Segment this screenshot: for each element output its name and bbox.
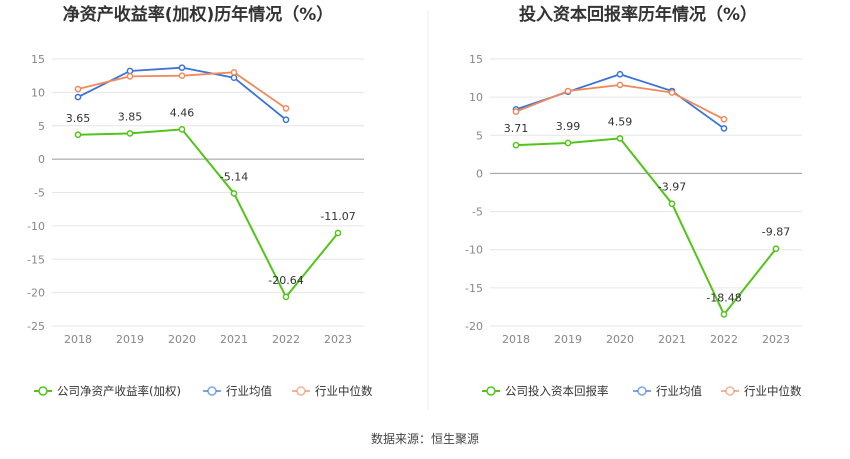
data-label: 3.99 (556, 120, 581, 133)
data-point[interactable] (74, 85, 82, 93)
x-tick-label: 2023 (324, 333, 352, 346)
data-label: 3.85 (118, 110, 143, 123)
data-point[interactable] (564, 87, 572, 95)
data-point[interactable] (616, 135, 624, 142)
chart-title: 净资产收益率(加权)历年情况（%） (63, 4, 334, 25)
data-point[interactable] (616, 81, 624, 89)
data-point[interactable] (230, 69, 238, 76)
data-point[interactable] (126, 130, 134, 137)
data-label: 3.65 (66, 112, 91, 125)
data-point[interactable] (772, 245, 780, 253)
source-note: 数据来源：恒生聚源 (371, 431, 479, 446)
data-point[interactable] (178, 64, 186, 72)
y-tick-label: -5 (472, 206, 483, 219)
legend-item[interactable]: 行业均值 (203, 384, 272, 398)
y-tick-label: 15 (31, 53, 45, 66)
x-tick-label: 2018 (64, 333, 92, 346)
data-label: -11.07 (320, 210, 355, 223)
data-point[interactable] (668, 89, 676, 96)
data-label: 3.71 (504, 122, 529, 135)
x-tick-label: 2021 (658, 333, 686, 346)
x-tick-label: 2018 (502, 333, 530, 346)
x-tick-label: 2020 (606, 333, 634, 346)
data-point[interactable] (282, 116, 290, 124)
data-point[interactable] (616, 70, 624, 78)
legend-swatch-marker (296, 386, 306, 396)
data-point[interactable] (334, 229, 342, 237)
data-point[interactable] (282, 105, 290, 112)
y-tick-label: -20 (465, 320, 483, 333)
data-point[interactable] (74, 93, 82, 101)
legend-item[interactable]: 公司投入资本回报率 (482, 384, 609, 398)
data-label: -9.87 (762, 226, 790, 239)
x-tick-label: 2023 (762, 333, 790, 346)
legend-label: 行业均值 (656, 384, 702, 398)
data-label: -20.64 (268, 274, 303, 287)
legend-label: 行业均值 (226, 384, 272, 398)
data-label: -5.14 (220, 170, 248, 183)
data-label: 4.46 (170, 106, 195, 119)
legend-label: 公司投入资本回报率 (505, 384, 609, 398)
series-line (515, 137, 777, 317)
y-tick-label: 5 (38, 120, 45, 133)
legend-label: 公司净资产收益率(加权) (57, 384, 181, 398)
data-point[interactable] (720, 125, 728, 132)
legend-swatch-marker (207, 386, 217, 396)
legend-swatch-marker (486, 386, 496, 396)
data-point[interactable] (178, 72, 186, 80)
x-tick-label: 2022 (272, 333, 300, 346)
x-tick-label: 2019 (116, 333, 144, 346)
y-tick-label: -15 (27, 253, 45, 266)
y-tick-label: -10 (465, 244, 483, 257)
legend-item[interactable]: 公司净资产收益率(加权) (34, 384, 181, 398)
data-point[interactable] (282, 293, 290, 301)
data-point[interactable] (230, 74, 238, 82)
y-tick-label: 10 (31, 86, 45, 99)
series-line (77, 128, 339, 299)
y-tick-label: -25 (27, 320, 45, 333)
data-point[interactable] (512, 141, 520, 149)
legend-swatch-marker (725, 386, 735, 396)
legend-label: 行业中位数 (315, 384, 373, 398)
y-tick-label: 10 (469, 91, 483, 104)
y-tick-label: 0 (38, 153, 45, 166)
legend-swatch-marker (38, 386, 48, 396)
data-point[interactable] (178, 126, 186, 133)
y-tick-label: -15 (465, 282, 483, 295)
chart-title: 投入资本回报率历年情况（%） (519, 4, 757, 25)
data-point[interactable] (126, 73, 134, 80)
legend-item[interactable]: 行业均值 (633, 384, 702, 398)
data-point[interactable] (668, 200, 676, 208)
x-tick-label: 2022 (710, 333, 738, 346)
data-point[interactable] (74, 131, 82, 139)
y-tick-label: -20 (27, 287, 45, 300)
data-point[interactable] (720, 115, 728, 123)
y-tick-label: -5 (34, 187, 45, 200)
y-tick-label: 0 (476, 167, 483, 180)
chart-roic: 投入资本回报率历年情况（%） 15 10 5 0 -5 -10 -15 -20 2018 2019 2… (465, 4, 802, 398)
chart-roe: 净资产收益率(加权)历年情况（%） 15 10 5 0 -5 -10 -15 -20 -25 201… (27, 4, 373, 398)
x-tick-label: 2019 (554, 333, 582, 346)
data-point[interactable] (512, 108, 520, 115)
data-point[interactable] (720, 311, 728, 318)
legend-item[interactable]: 行业中位数 (292, 384, 373, 398)
legend-swatch-marker (637, 386, 647, 396)
y-tick-label: 5 (476, 129, 483, 142)
x-tick-label: 2021 (220, 333, 248, 346)
y-tick-label: -10 (27, 220, 45, 233)
y-tick-label: 15 (469, 53, 483, 66)
data-label: -18.48 (706, 291, 741, 304)
legend-item[interactable]: 行业中位数 (721, 384, 802, 398)
data-point[interactable] (126, 67, 134, 75)
data-label: -3.97 (658, 181, 686, 194)
series-line (515, 84, 725, 121)
x-tick-label: 2020 (168, 333, 196, 346)
data-point[interactable] (230, 190, 238, 197)
data-label: 4.59 (608, 115, 633, 128)
data-point[interactable] (564, 139, 572, 147)
legend-label: 行业中位数 (744, 384, 802, 398)
